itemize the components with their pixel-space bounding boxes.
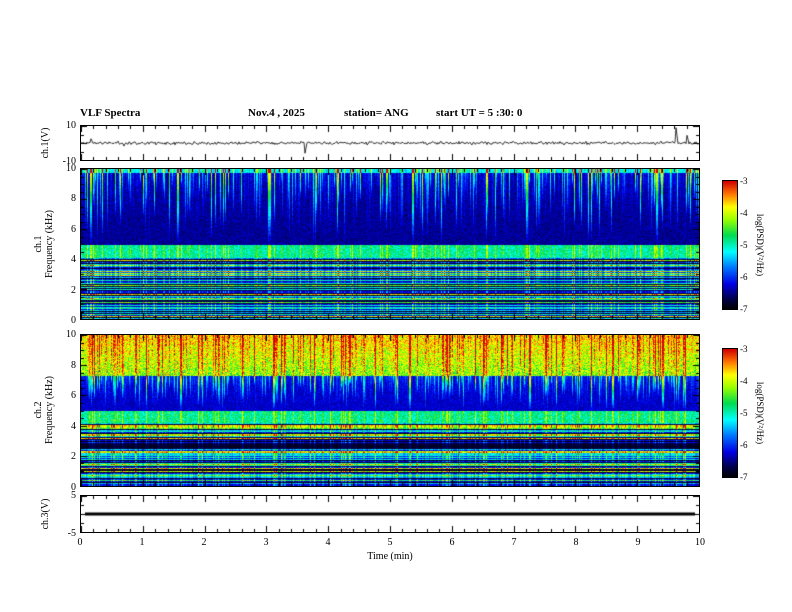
colorbar-tick-label-cb2: -6 <box>740 440 748 450</box>
ch3-voltage-axis-label: ch.3(V) <box>40 498 51 530</box>
y-tick-label-ch1spec: 0 <box>71 315 76 326</box>
y-tick-label-ch2spec: 0 <box>71 482 76 493</box>
y-tick-label-ch1v: -10 <box>62 156 76 167</box>
y-tick-label-ch2spec: 4 <box>71 420 76 432</box>
colorbar-tick-label-cb1: -5 <box>740 240 748 250</box>
colorbar-ch2 <box>722 348 738 478</box>
y-tick-label-ch1spec: 8 <box>71 193 76 205</box>
x-tick-label: 7 <box>511 537 517 548</box>
ch3-waveform-panel <box>80 495 700 533</box>
colorbar-tick-label-cb2: -3 <box>740 344 748 354</box>
colorbar-tick-label-cb1: -4 <box>740 208 748 218</box>
colorbar-tick-label-cb1: -7 <box>740 304 748 314</box>
x-tick-label: 1 <box>139 537 145 548</box>
y-tick-label-ch3v: -5 <box>67 528 76 539</box>
y-tick-label-ch2spec: 10 <box>66 329 76 340</box>
colorbar-tick-label-cb2: -7 <box>740 472 748 482</box>
x-tick-label: 5 <box>387 537 393 548</box>
x-tick-label: 0 <box>77 537 83 548</box>
y-tick-label-ch2spec: 2 <box>71 451 76 463</box>
x-tick-label: 2 <box>201 537 207 548</box>
ch2-spectrogram-panel <box>80 334 700 487</box>
x-tick-label: 3 <box>263 537 269 548</box>
colorbar-tick-label-cb2: -5 <box>740 408 748 418</box>
colorbar-tick-label-cb1: -3 <box>740 176 748 186</box>
y-tick-label-ch1v: 10 <box>66 120 76 131</box>
ch2-label-line1: ch.2 <box>33 401 44 419</box>
x-tick-label: 8 <box>573 537 579 548</box>
y-tick-label-ch1spec: 2 <box>71 284 76 296</box>
station-label: station= ANG <box>344 107 409 119</box>
x-tick-label: 9 <box>635 537 641 548</box>
ch1-waveform-panel <box>80 125 700 161</box>
ch1-label-line1: ch.1 <box>33 235 44 253</box>
ch1-spectrogram-panel <box>80 168 700 320</box>
y-tick-label-ch2spec: 8 <box>71 359 76 371</box>
colorbar-ch1 <box>722 180 738 310</box>
y-tick-label-ch1spec: 6 <box>71 223 76 235</box>
colorbar-tick-label-cb1: -6 <box>740 272 748 282</box>
figure-title: VLF Spectra <box>80 107 141 119</box>
y-tick-label-ch2spec: 6 <box>71 390 76 402</box>
colorbar-tick-label-cb2: -4 <box>740 376 748 386</box>
date-label: Nov.4 , 2025 <box>248 107 305 119</box>
start-ut-label: start UT = 5 :30: 0 <box>436 107 523 119</box>
x-tick-label: 4 <box>325 537 331 548</box>
y-tick-label-ch1spec: 4 <box>71 254 76 266</box>
y-tick-label-ch1spec: 10 <box>66 163 76 174</box>
x-axis-label: Time (min) <box>367 551 413 562</box>
x-tick-label: 6 <box>449 537 455 548</box>
y-tick-label-ch3v: 5 <box>71 490 76 501</box>
x-tick-label: 10 <box>695 537 705 548</box>
